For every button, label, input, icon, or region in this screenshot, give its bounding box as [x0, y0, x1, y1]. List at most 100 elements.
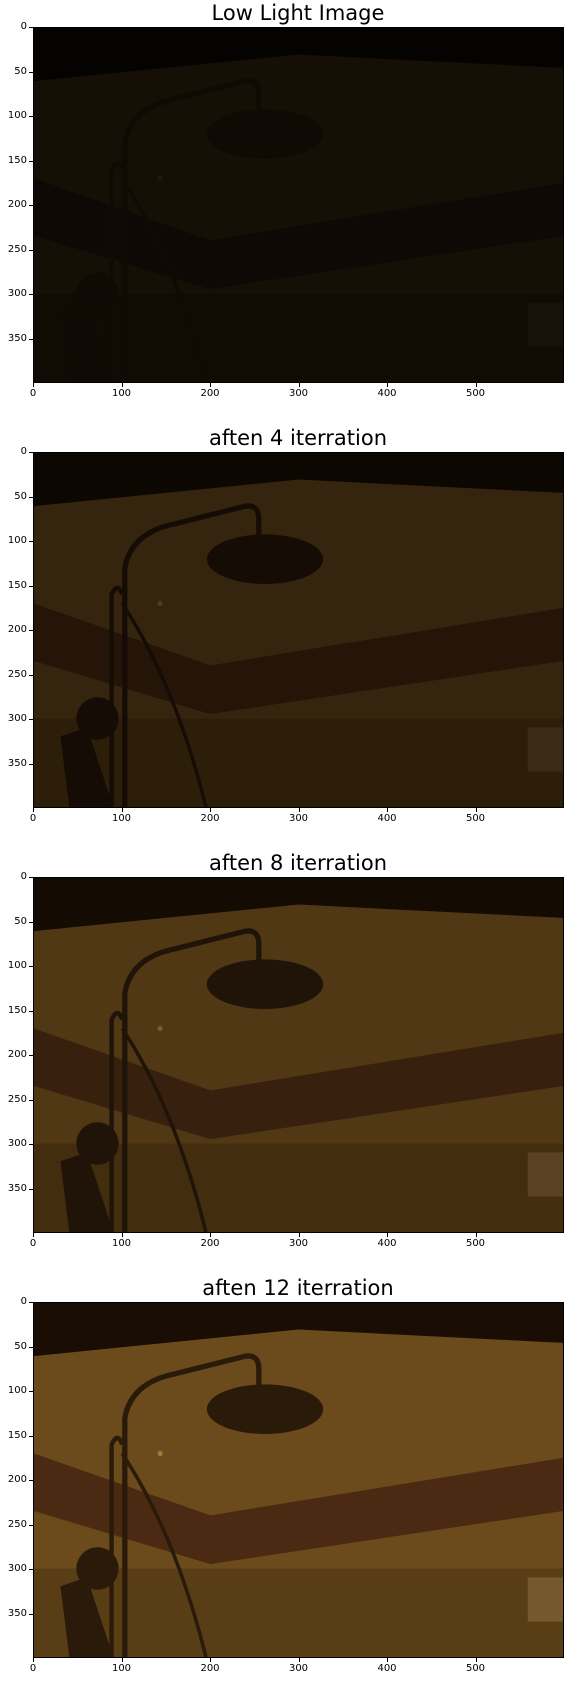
y-tick-label: 200 [7, 1049, 27, 1060]
x-tick-label: 300 [288, 1238, 309, 1249]
x-tick-mark [210, 383, 211, 387]
y-tick-mark [29, 71, 33, 73]
x-tick-mark [475, 383, 477, 387]
y-tick-mark [29, 1055, 33, 1056]
y-tick-label: 300 [7, 1138, 27, 1149]
x-tick-label: 300 [288, 388, 309, 399]
x-tick-mark [210, 1658, 211, 1662]
x-tick-mark [121, 1233, 123, 1237]
y-tick-mark [29, 116, 33, 117]
y-tick-mark [29, 719, 33, 720]
y-tick-mark [29, 1435, 33, 1437]
y-tick-label: 200 [7, 199, 27, 210]
y-tick-mark [29, 338, 33, 340]
y-tick-label: 350 [7, 1182, 27, 1194]
y-tick-mark [29, 921, 33, 923]
x-tick-label: 0 [29, 1238, 37, 1249]
x-tick-label: 200 [200, 813, 220, 824]
y-tick-label: 350 [7, 757, 27, 769]
y-tick-label: 100 [7, 960, 27, 971]
photo-shower-scene [33, 1302, 564, 1658]
y-tick-label: 150 [7, 1004, 27, 1016]
y-tick-label: 150 [7, 579, 27, 591]
x-tick-mark [387, 1233, 388, 1237]
x-tick-label: 500 [465, 1663, 486, 1674]
y-tick-label: 250 [7, 1093, 27, 1105]
x-tick-label: 200 [200, 1663, 220, 1674]
x-tick-label: 0 [29, 388, 37, 399]
y-tick-mark [29, 27, 33, 28]
x-tick-mark [475, 1658, 477, 1662]
y-tick-label: 150 [7, 1429, 27, 1441]
x-tick-mark [387, 808, 388, 812]
y-tick-label: 0 [20, 446, 27, 457]
y-tick-label: 250 [7, 1518, 27, 1530]
y-tick-mark [29, 763, 33, 765]
y-tick-mark [29, 585, 33, 587]
x-tick-label: 500 [465, 388, 486, 399]
y-tick-label: 50 [14, 915, 27, 927]
y-tick-label: 300 [7, 288, 27, 299]
y-tick-mark [29, 877, 33, 878]
x-tick-mark [121, 383, 123, 387]
x-tick-mark [121, 1658, 123, 1662]
y-tick-label: 100 [7, 535, 27, 546]
y-tick-label: 300 [7, 713, 27, 724]
y-tick-mark [29, 630, 33, 631]
x-tick-label: 0 [29, 813, 37, 824]
y-tick-mark [29, 249, 33, 251]
y-tick-label: 50 [14, 65, 27, 77]
x-tick-label: 200 [200, 388, 220, 399]
x-tick-mark [210, 808, 211, 812]
image-panel-2: aften 4 iterration 0 50 100 150 200 250 300 350… [0, 425, 572, 845]
x-tick-label: 400 [377, 1663, 397, 1674]
x-tick-mark [298, 808, 300, 812]
y-tick-label: 350 [7, 1607, 27, 1619]
panel-title: Low Light Image [211, 1, 385, 25]
x-tick-label: 100 [111, 388, 132, 399]
y-tick-mark [29, 1569, 33, 1570]
y-tick-label: 250 [7, 243, 27, 255]
x-tick-label: 100 [111, 1663, 132, 1674]
image-panel-4: aften 12 iterration 0 50 100 150 200 250 300 35… [0, 1275, 572, 1695]
panel-title: aften 12 iterration [202, 1276, 394, 1300]
panel-title: aften 8 iterration [208, 851, 388, 875]
y-tick-label: 150 [7, 154, 27, 166]
x-tick-mark [33, 1233, 34, 1237]
x-tick-mark [33, 1658, 34, 1662]
y-tick-label: 350 [7, 332, 27, 344]
photo-shower-scene [33, 877, 564, 1233]
x-tick-mark [387, 383, 388, 387]
y-tick-label: 50 [14, 1340, 27, 1352]
x-tick-mark [33, 808, 34, 812]
y-tick-mark [29, 966, 33, 967]
x-tick-label: 300 [288, 813, 309, 824]
y-tick-label: 200 [7, 1474, 27, 1485]
y-tick-mark [29, 1346, 33, 1348]
y-tick-mark [29, 160, 33, 162]
y-tick-mark [29, 496, 33, 498]
x-tick-label: 100 [111, 813, 132, 824]
x-tick-mark [210, 1233, 211, 1237]
y-tick-mark [29, 1188, 33, 1190]
panel-title: aften 4 iterration [208, 426, 388, 450]
y-tick-mark [29, 1144, 33, 1145]
x-tick-label: 500 [465, 1238, 486, 1249]
x-tick-mark [33, 383, 34, 387]
x-tick-label: 100 [111, 1238, 132, 1249]
y-tick-mark [29, 1010, 33, 1012]
y-tick-label: 100 [7, 110, 27, 121]
y-tick-mark [29, 452, 33, 453]
x-tick-mark [387, 1658, 388, 1662]
x-tick-label: 400 [377, 1238, 397, 1249]
x-tick-label: 200 [200, 1238, 220, 1249]
y-tick-mark [29, 294, 33, 295]
x-tick-label: 500 [465, 813, 486, 824]
y-tick-label: 50 [14, 490, 27, 502]
y-tick-mark [29, 1391, 33, 1392]
x-tick-mark [121, 808, 123, 812]
x-tick-mark [475, 1233, 477, 1237]
x-tick-label: 0 [29, 1663, 37, 1674]
y-tick-label: 200 [7, 624, 27, 635]
y-tick-label: 250 [7, 668, 27, 680]
